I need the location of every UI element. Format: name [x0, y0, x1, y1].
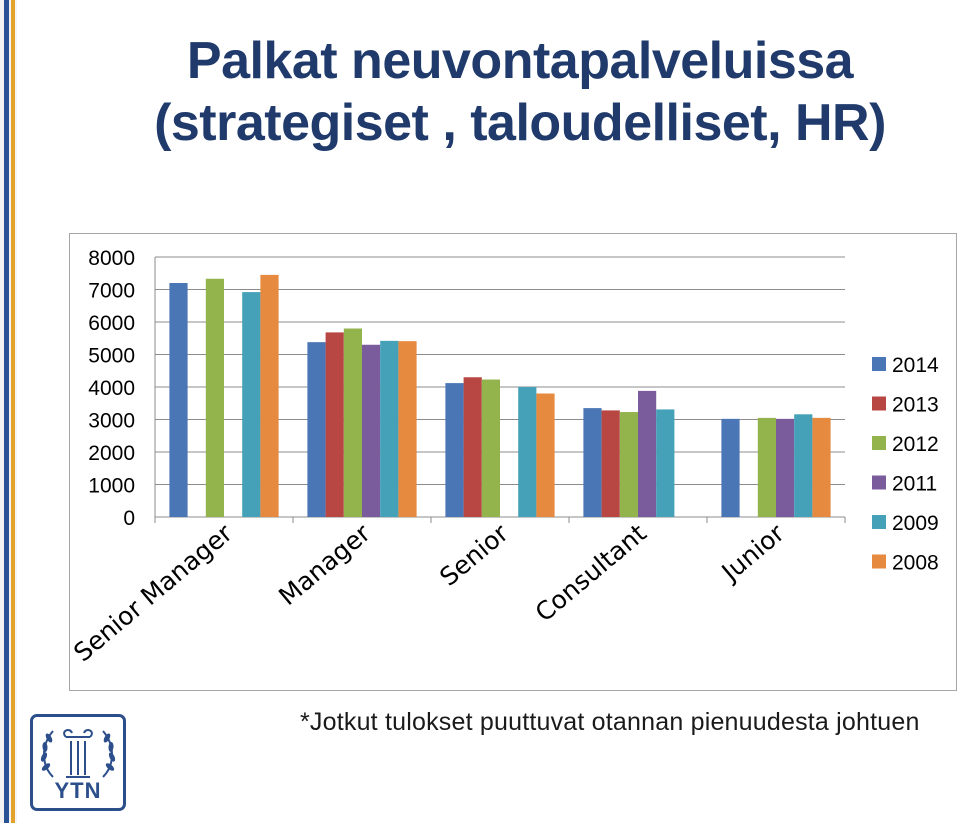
bar-2013-senior: [463, 377, 482, 517]
ytn-logo: YTN: [30, 714, 126, 811]
legend-swatch-2014: [872, 357, 886, 371]
bar-2012-senior: [481, 379, 500, 517]
x-category-label: Senior Manager: [68, 518, 238, 667]
bar-2012-junior: [757, 417, 776, 517]
y-tick-label: 1000: [88, 475, 135, 498]
y-tick-label: 8000: [88, 247, 135, 270]
bar-2009-manager: [380, 340, 399, 517]
bar-2009-senior: [518, 387, 537, 517]
bar-2012-manager: [343, 328, 362, 517]
slide-side-bar: [0, 0, 17, 823]
legend-label-2008: 2008: [892, 552, 939, 575]
slide-title: Palkat neuvontapalveluissa (strategiset …: [60, 30, 960, 154]
bar-2009-senior-manager: [242, 292, 261, 517]
bar-2014-senior-manager: [169, 283, 188, 517]
bar-2014-junior: [721, 418, 740, 517]
legend-label-2009: 2009: [892, 512, 939, 535]
bar-2009-junior: [794, 414, 813, 517]
legend-swatch-2011: [872, 475, 886, 490]
y-tick-label: 6000: [88, 312, 135, 335]
logo-text: YTN: [54, 778, 102, 803]
bar-2013-consultant: [601, 410, 620, 517]
bar-2012-senior-manager: [205, 278, 224, 517]
bar-2014-senior: [445, 383, 464, 517]
bar-2011-manager: [362, 344, 381, 517]
bar-2008-manager: [398, 341, 417, 517]
x-category-label: Junior: [715, 518, 791, 588]
bar-2008-senior-manager: [260, 274, 279, 517]
slide-title-line-2: (strategiset , taloudelliset, HR): [154, 94, 886, 152]
bar-2013-manager: [325, 332, 344, 517]
y-tick-label: 3000: [88, 410, 135, 433]
legend-swatch-2009: [872, 515, 886, 529]
legend-swatch-2013: [872, 396, 886, 411]
bar-2014-consultant: [583, 408, 602, 517]
slide-title-line-1: Palkat neuvontapalveluissa: [186, 32, 854, 90]
bar-2014-manager: [307, 342, 326, 517]
legend-label-2011: 2011: [892, 473, 937, 496]
bar-2011-consultant: [638, 390, 657, 517]
x-category-label: Senior: [434, 518, 514, 592]
y-tick-label: 0: [123, 507, 135, 530]
x-category-label: Consultant: [530, 518, 652, 627]
bar-2008-senior: [536, 393, 555, 517]
legend-label-2014: 2014: [892, 354, 939, 377]
bar-2011-junior: [776, 418, 795, 517]
side-stripe-blue: [4, 0, 9, 823]
footnote: *Jotkut tulokset puuttuvat otannan pienu…: [300, 708, 920, 736]
laurel-column-emblem-icon: [40, 729, 116, 778]
x-category-label: Manager: [273, 518, 376, 611]
y-tick-label: 2000: [88, 442, 135, 465]
side-stripe-gold: [11, 0, 15, 823]
y-tick-label: 7000: [88, 280, 135, 303]
y-tick-label: 5000: [88, 345, 135, 368]
bar-2009-consultant: [656, 409, 675, 517]
legend-label-2012: 2012: [892, 433, 939, 456]
legend-swatch-2012: [872, 436, 886, 450]
legend-swatch-2008: [872, 554, 886, 569]
bar-2008-junior: [812, 417, 831, 517]
legend-label-2013: 2013: [892, 394, 939, 417]
bar-2012-consultant: [619, 412, 638, 517]
y-tick-label: 4000: [88, 377, 135, 400]
